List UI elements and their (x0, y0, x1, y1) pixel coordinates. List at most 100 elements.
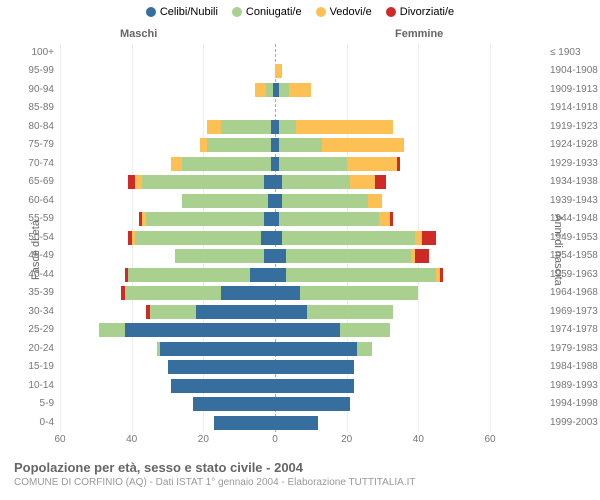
age-row: 25-291974-1978 (60, 321, 490, 339)
birth-year-label: 1974-1978 (550, 321, 600, 339)
birth-year-label: 1909-1913 (550, 81, 600, 99)
age-label: 95-99 (14, 62, 54, 80)
segment (357, 342, 371, 356)
legend-label: Coniugati/e (246, 6, 302, 18)
age-label: 20-24 (14, 340, 54, 358)
segment (128, 175, 135, 189)
bar-male (128, 175, 275, 189)
age-label: 25-29 (14, 321, 54, 339)
birth-year-label: 1999-2003 (550, 414, 600, 432)
segment (440, 268, 444, 282)
bar-male (99, 323, 275, 337)
age-label: 50-54 (14, 229, 54, 247)
age-label: 0-4 (14, 414, 54, 432)
segment (128, 268, 250, 282)
segment (182, 157, 272, 171)
bar-female (275, 64, 282, 78)
legend-swatch (146, 7, 156, 17)
age-row: 0-41999-2003 (60, 414, 490, 432)
x-tick: 60 (484, 434, 495, 445)
segment (171, 379, 275, 393)
segment (160, 342, 275, 356)
x-axis: 6040200204060 (60, 432, 490, 450)
segment (200, 138, 207, 152)
age-label: 65-69 (14, 173, 54, 191)
segment (322, 138, 404, 152)
age-label: 10-14 (14, 377, 54, 395)
segment (390, 212, 394, 226)
segment (286, 268, 437, 282)
age-label: 40-44 (14, 266, 54, 284)
segment (275, 342, 357, 356)
segment (182, 194, 268, 208)
birth-year-label: 1989-1993 (550, 377, 600, 395)
segment (279, 212, 379, 226)
legend: Celibi/NubiliConiugati/eVedovi/eDivorzia… (0, 0, 600, 18)
segment (282, 231, 415, 245)
birth-year-label: 1919-1923 (550, 118, 600, 136)
segment (168, 360, 276, 374)
segment (275, 268, 286, 282)
header-male: Maschi (120, 28, 157, 40)
segment (146, 212, 264, 226)
segment (307, 305, 393, 319)
segment (415, 231, 422, 245)
segment (264, 175, 275, 189)
segment (282, 194, 368, 208)
birth-year-label: 1924-1928 (550, 136, 600, 154)
age-label: 70-74 (14, 155, 54, 173)
legend-item: Coniugati/e (232, 6, 302, 18)
birth-year-label: 1934-1938 (550, 173, 600, 191)
bar-female (275, 120, 393, 134)
bar-female (275, 397, 350, 411)
bar-male (200, 138, 275, 152)
chart-source: COMUNE DI CORFINIO (AQ) - Dati ISTAT 1° … (14, 477, 416, 488)
birth-year-label: 1959-1963 (550, 266, 600, 284)
birth-year-label: 1904-1908 (550, 62, 600, 80)
segment (347, 157, 397, 171)
bar-male (125, 268, 275, 282)
age-label: 90-94 (14, 81, 54, 99)
birth-year-label: 1949-1953 (550, 229, 600, 247)
age-row: 45-491954-1958 (60, 247, 490, 265)
age-row: 60-641939-1943 (60, 192, 490, 210)
segment (171, 157, 182, 171)
bar-male (168, 360, 276, 374)
birth-year-label: 1939-1943 (550, 192, 600, 210)
segment (268, 194, 275, 208)
age-row: 30-341969-1973 (60, 303, 490, 321)
legend-swatch (232, 7, 242, 17)
segment (275, 416, 318, 430)
legend-item: Celibi/Nubili (146, 6, 218, 18)
age-label: 5-9 (14, 395, 54, 413)
bar-female (275, 268, 443, 282)
segment (175, 249, 265, 263)
birth-year-label: 1929-1933 (550, 155, 600, 173)
bar-female (275, 175, 386, 189)
segment (340, 323, 390, 337)
segment (275, 305, 307, 319)
x-tick: 60 (54, 434, 65, 445)
age-row: 75-791924-1928 (60, 136, 490, 154)
segment (264, 212, 275, 226)
x-tick: 40 (413, 434, 424, 445)
x-tick: 20 (341, 434, 352, 445)
bar-male (175, 249, 275, 263)
segment (135, 231, 260, 245)
age-label: 100+ (14, 44, 54, 62)
x-tick: 0 (272, 434, 278, 445)
bar-male (128, 231, 275, 245)
header-female: Femmine (395, 28, 443, 40)
segment (135, 175, 142, 189)
bar-male (121, 286, 275, 300)
legend-swatch (386, 7, 396, 17)
bar-female (275, 157, 400, 171)
age-label: 30-34 (14, 303, 54, 321)
age-row: 85-891914-1918 (60, 99, 490, 117)
chart-footer: Popolazione per età, sesso e stato civil… (14, 460, 416, 488)
segment (422, 231, 436, 245)
bar-female (275, 416, 318, 430)
chart-title: Popolazione per età, sesso e stato civil… (14, 460, 416, 475)
bar-female (275, 83, 311, 97)
segment (286, 249, 411, 263)
